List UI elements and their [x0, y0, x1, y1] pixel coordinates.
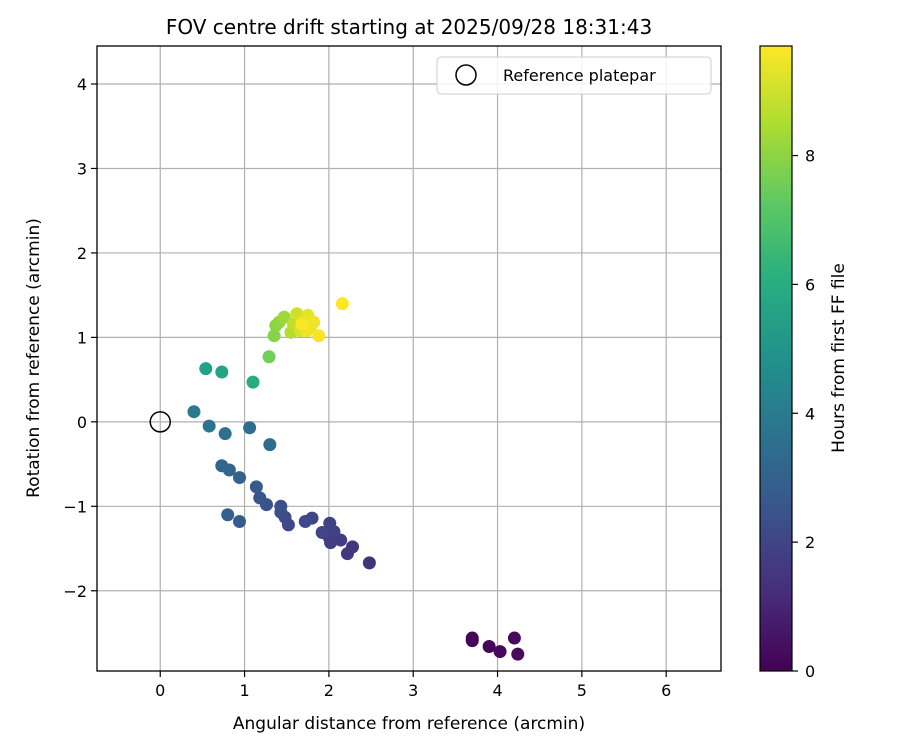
scatter-point	[253, 491, 267, 505]
x-tick-label: 6	[661, 681, 671, 700]
scatter-point	[507, 631, 521, 645]
colorbar-tick-label: 2	[805, 533, 815, 552]
scatter-point	[199, 362, 213, 376]
scatter-point	[511, 647, 525, 661]
scatter-point	[221, 508, 235, 522]
scatter-point	[267, 329, 281, 343]
x-tick-label: 0	[155, 681, 165, 700]
y-tick-label: −2	[63, 582, 87, 601]
legend-label: Reference platepar	[503, 66, 656, 85]
scatter-point	[362, 556, 376, 570]
scatter-point	[315, 525, 329, 539]
scatter-point	[493, 645, 507, 659]
scatter-point	[263, 438, 277, 452]
scatter-point	[312, 329, 326, 343]
x-tick-label: 5	[577, 681, 587, 700]
scatter-points	[187, 297, 525, 661]
scatter-point	[335, 297, 349, 311]
y-axis-label: Rotation from reference (arcmin)	[24, 218, 44, 498]
scatter-point	[202, 419, 216, 433]
scatter-point	[277, 310, 291, 324]
scatter-point	[295, 317, 309, 331]
grid-lines	[97, 46, 721, 671]
x-tick-label: 1	[239, 681, 249, 700]
x-tick-label: 3	[408, 681, 418, 700]
colorbar-tick-label: 0	[805, 662, 815, 681]
y-tick-label: 4	[77, 75, 87, 94]
reference-platepar-marker	[149, 411, 171, 433]
x-tick-label: 4	[492, 681, 502, 700]
legend: Reference platepar	[436, 56, 712, 95]
scatter-point	[262, 350, 276, 364]
colorbar-ticks: 0 2 4 6 8	[792, 147, 815, 681]
legend-open-circle-icon	[455, 64, 477, 86]
scatter-point	[323, 516, 337, 530]
scatter-point	[218, 427, 232, 441]
scatter-point	[340, 547, 354, 561]
scatter-point	[482, 640, 496, 654]
scatter-point	[274, 499, 288, 513]
scatter-point	[233, 515, 247, 529]
y-tick-label: 0	[77, 413, 87, 432]
colorbar-label: Hours from first FF file	[829, 263, 849, 453]
scatter-point	[246, 375, 260, 389]
plot-frame	[96, 45, 722, 672]
colorbar-tick-label: 8	[805, 147, 815, 166]
colorbar-tick-label: 4	[805, 404, 815, 423]
x-tick-label: 2	[324, 681, 334, 700]
scatter-point	[243, 421, 257, 435]
y-tick-label: −1	[63, 497, 87, 516]
scatter-point	[465, 631, 479, 645]
colorbar	[759, 45, 793, 672]
y-tick-label: 3	[77, 159, 87, 178]
scatter-point	[233, 471, 247, 485]
scatter-point	[298, 515, 312, 529]
colorbar-tick-label: 6	[805, 275, 815, 294]
chart-title: FOV centre drift starting at 2025/09/28 …	[166, 15, 652, 39]
x-axis-ticks: 0 1 2 3 4 5 6	[155, 671, 671, 700]
scatter-point	[187, 405, 201, 419]
y-tick-label: 1	[77, 328, 87, 347]
y-axis-ticks: −2 −1 0 1 2 3 4	[63, 75, 97, 601]
scatter-point	[215, 365, 229, 379]
scatter-point	[215, 459, 229, 473]
scatter-point	[249, 480, 263, 494]
legend-box	[436, 56, 712, 95]
y-tick-label: 2	[77, 244, 87, 263]
x-axis-label: Angular distance from reference (arcmin)	[233, 714, 585, 734]
